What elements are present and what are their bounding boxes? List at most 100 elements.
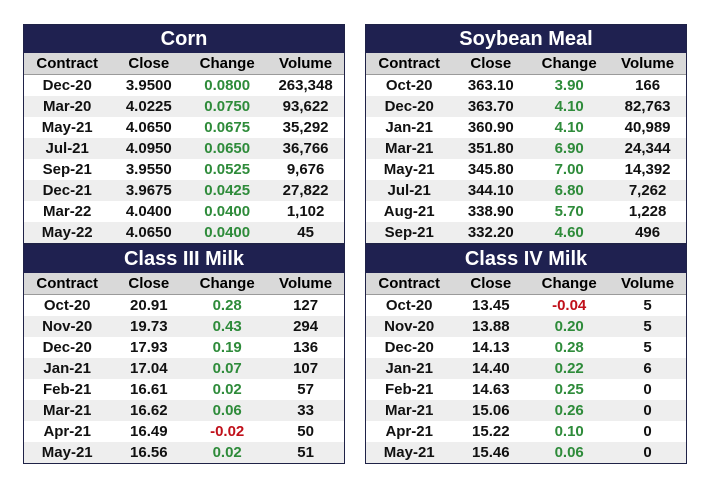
table-row: Jul-21 344.10 6.80 7,262 [366, 180, 686, 201]
class-iii-milk-table: Class III Milk Contract Close Change Volume O… [23, 244, 345, 464]
column-header: Close [452, 273, 530, 295]
table-row: May-21 345.80 7.00 14,392 [366, 159, 686, 180]
change-cell: -0.02 [210, 423, 245, 440]
column-header: Contract [366, 273, 453, 295]
close-cell: 3.9675 [110, 180, 188, 201]
volume-cell: 6 [609, 358, 686, 379]
change-cell: 0.06 [529, 442, 610, 463]
table-row: May-21 16.56 0.02 51 [24, 442, 344, 463]
table-row: May-21 4.0650 0.0675 35,292 [24, 117, 344, 138]
close-cell: 4.0950 [110, 138, 188, 159]
change-cell: 0.06 [187, 400, 268, 421]
change-cell: 3.90 [554, 77, 584, 94]
table-row: Jul-21 4.0950 0.0650 36,766 [24, 138, 344, 159]
contract-cell: Dec-21 [24, 180, 111, 201]
table-row: Nov-20 13.88 0.20 5 [366, 316, 686, 337]
change-cell: 0.0400 [187, 222, 268, 243]
table-row: Feb-21 16.61 0.02 57 [24, 379, 344, 400]
futures-table: Soybean Meal Contract Close Change Volume Oct… [366, 25, 686, 243]
close-cell: 15.46 [452, 442, 530, 463]
change-cell: 0.02 [187, 442, 268, 463]
futures-table: Class IV Milk Contract Close Change Volume Oc… [366, 245, 686, 463]
volume-cell: 45 [267, 222, 344, 243]
close-cell: 14.40 [452, 358, 530, 379]
volume-cell: 9,676 [286, 161, 325, 178]
close-cell: 17.04 [110, 358, 188, 379]
volume-cell: 24,344 [609, 138, 686, 159]
table-row: Jan-21 17.04 0.07 107 [24, 358, 344, 379]
volume-cell: 136 [293, 339, 319, 356]
change-cell: 5.70 [554, 203, 584, 220]
table-row: Mar-22 4.0400 0.0400 1,102 [24, 201, 344, 222]
contract-cell: Dec-20 [366, 96, 453, 117]
close-cell: 15.22 [472, 423, 510, 440]
close-cell: 332.20 [452, 222, 530, 243]
change-cell: 0.0400 [204, 203, 251, 220]
contract-cell: May-21 [24, 442, 111, 463]
change-cell: 4.60 [529, 222, 610, 243]
contract-cell: May-21 [41, 119, 93, 136]
volume-cell: 82,763 [609, 96, 686, 117]
change-cell: 4.10 [529, 96, 610, 117]
close-cell: 351.80 [452, 138, 530, 159]
volume-cell: 93,622 [267, 96, 344, 117]
change-cell: 0.43 [187, 316, 268, 337]
table-row: Apr-21 16.49 -0.02 50 [24, 421, 344, 442]
contract-cell: Sep-21 [42, 161, 92, 178]
change-cell: 6.90 [529, 138, 610, 159]
close-cell: 13.45 [472, 297, 510, 314]
column-header: Contract [366, 53, 453, 75]
volume-cell: 50 [297, 423, 314, 440]
table-row: May-21 15.46 0.06 0 [366, 442, 686, 463]
volume-cell: 51 [267, 442, 344, 463]
close-cell: 13.88 [452, 316, 530, 337]
contract-cell: Feb-21 [43, 381, 92, 398]
column-header: Contract [24, 53, 111, 75]
volume-cell: 27,822 [267, 180, 344, 201]
column-header: Change [187, 273, 268, 295]
table-title: Soybean Meal [366, 25, 686, 53]
volume-cell: 57 [297, 381, 314, 398]
change-cell: 0.0525 [204, 161, 251, 178]
contract-cell: Jul-21 [366, 180, 453, 201]
volume-cell: 1,228 [628, 203, 667, 220]
table-row: Mar-21 15.06 0.26 0 [366, 400, 686, 421]
contract-cell: Jan-21 [24, 358, 111, 379]
volume-cell: 5 [609, 316, 686, 337]
close-cell: 3.9500 [125, 77, 172, 94]
change-cell: 0.02 [212, 381, 242, 398]
contract-cell: Dec-20 [384, 339, 434, 356]
corn-table: Corn Contract Close Change Volume Dec-20 3.950… [23, 24, 345, 244]
close-cell: 15.06 [452, 400, 530, 421]
volume-cell: 35,292 [282, 119, 329, 136]
table-row: Dec-21 3.9675 0.0425 27,822 [24, 180, 344, 201]
change-cell: 0.0800 [204, 77, 251, 94]
table-row: Mar-21 16.62 0.06 33 [24, 400, 344, 421]
contract-cell: Dec-20 [42, 77, 92, 94]
table-row: Dec-20 17.93 0.19 136 [24, 337, 344, 358]
volume-cell: 33 [267, 400, 344, 421]
contract-cell: Nov-20 [24, 316, 111, 337]
contract-cell: Jan-21 [366, 358, 453, 379]
contract-cell: Dec-20 [42, 339, 92, 356]
column-header: Close [452, 53, 530, 75]
volume-cell: 7,262 [609, 180, 686, 201]
table-row: Sep-21 3.9550 0.0525 9,676 [24, 159, 344, 180]
change-cell: 0.10 [554, 423, 584, 440]
close-cell: 345.80 [467, 161, 514, 178]
column-header: Change [529, 273, 610, 295]
volume-cell: 0 [609, 400, 686, 421]
volume-cell: 0 [643, 423, 652, 440]
change-cell: 4.10 [554, 119, 584, 136]
contract-cell: Mar-22 [43, 203, 92, 220]
table-row: Jan-21 360.90 4.10 40,989 [366, 117, 686, 138]
change-cell: 0.22 [529, 358, 610, 379]
change-cell: 0.0675 [204, 119, 251, 136]
close-cell: 360.90 [467, 119, 514, 136]
change-cell: 0.28 [554, 339, 584, 356]
volume-cell: 263,348 [278, 77, 333, 94]
column-header: Volume [609, 53, 686, 75]
volume-cell: 1,102 [286, 203, 325, 220]
contract-cell: Oct-20 [385, 77, 433, 94]
contract-cell: May-21 [383, 161, 435, 178]
